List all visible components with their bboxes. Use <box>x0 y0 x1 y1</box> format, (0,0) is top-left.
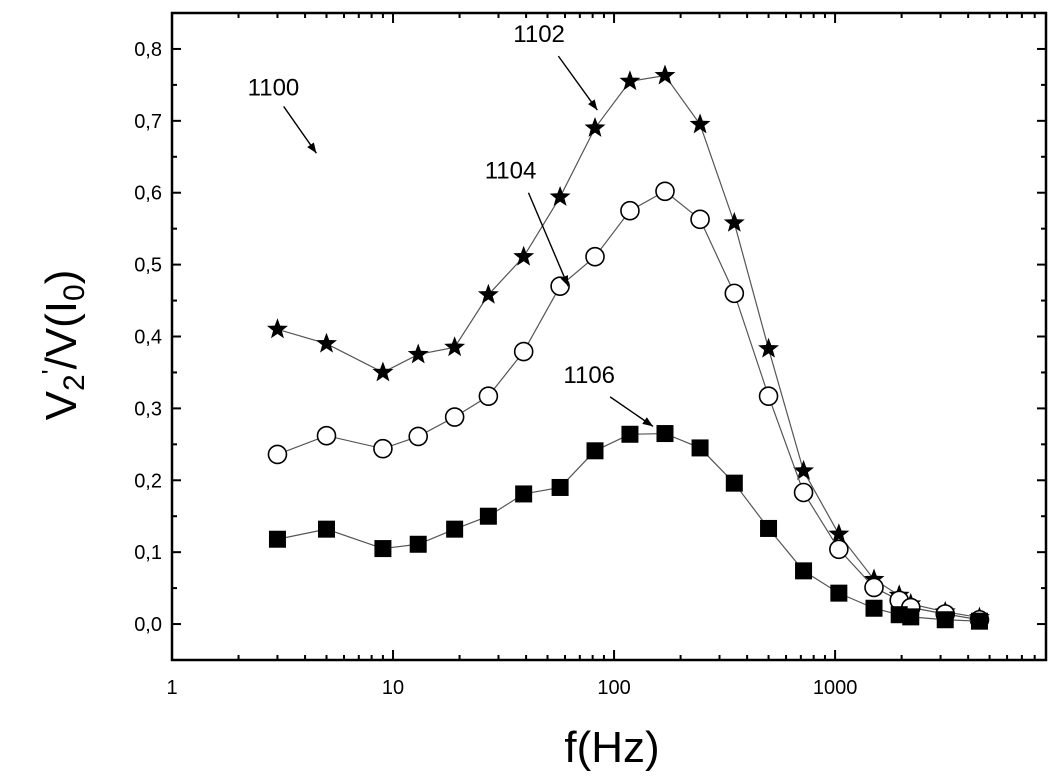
y-tick-label: 0,3 <box>134 398 162 420</box>
series-line-star <box>277 74 980 619</box>
annotation-label: 1106 <box>563 362 615 389</box>
data-point-square <box>725 474 743 492</box>
data-point-square <box>621 425 639 443</box>
data-point-square <box>446 520 464 538</box>
data-point-star <box>828 523 850 544</box>
data-point-star <box>444 336 466 357</box>
data-point-star <box>316 332 337 353</box>
data-point-star <box>549 186 571 206</box>
data-point-square <box>409 535 427 553</box>
data-point-circle <box>620 200 640 221</box>
axis-ticks: 0,0 0,1 0,2 0,3 0,4 0,5 0,6 0,7 0,8 1 10 100 1000 <box>134 12 1047 699</box>
x-tick-label: 1000 <box>813 677 858 699</box>
annotation-leader <box>557 55 598 111</box>
data-point-star <box>758 337 780 358</box>
x-tick-label: 10 <box>382 677 404 699</box>
data-point-square <box>656 425 674 443</box>
y-tick-label: 0,5 <box>134 255 162 277</box>
data-point-circle <box>690 209 710 230</box>
data-point-circle <box>585 246 605 267</box>
data-point-circle <box>408 426 429 447</box>
data-point-circle <box>316 425 337 446</box>
y-tick-label: 0,2 <box>134 470 162 492</box>
data-point-square <box>865 599 883 617</box>
data-point-star <box>723 211 745 232</box>
data-point-circle <box>267 444 288 465</box>
data-point-star <box>793 459 815 480</box>
data-point-star <box>372 361 394 382</box>
annotation-label: 1104 <box>485 157 537 184</box>
y-tick-label: 0,4 <box>134 327 162 349</box>
y-label-prime: ' <box>36 369 66 374</box>
data-point-star <box>513 245 535 266</box>
y-tick-label: 0,8 <box>134 39 162 61</box>
y-tick-label: 0,0 <box>134 614 162 636</box>
y-label-sub1: 2 <box>58 374 91 391</box>
x-axis-label: f(Hz) <box>564 723 659 772</box>
data-point-circle <box>758 386 779 406</box>
y-label-sub2: 0 <box>58 284 91 301</box>
data-point-square <box>902 608 920 626</box>
y-label-mid: /V(I <box>37 301 86 369</box>
data-point-square <box>374 540 392 558</box>
data-point-star <box>689 113 711 134</box>
data-point-square <box>317 520 335 538</box>
data-point-circle <box>829 539 849 560</box>
data-point-circle <box>864 577 884 598</box>
data-point-circle <box>478 386 499 406</box>
data-point-square <box>830 584 848 602</box>
annotation-label: 1100 <box>248 75 300 102</box>
annotation-arrowhead <box>642 417 653 427</box>
data-point-square <box>936 611 954 629</box>
data-point-star <box>619 70 641 91</box>
y-tick-label: 0,1 <box>134 542 162 564</box>
data-point-circle <box>444 407 465 427</box>
data-point-star <box>267 318 288 339</box>
data-point-square <box>268 530 286 548</box>
y-axis-label: V2'/V(I0) <box>36 270 90 421</box>
y-label-end: ) <box>37 270 86 285</box>
y-tick-label: 0,6 <box>134 183 162 205</box>
annotation-arrowhead <box>588 99 598 111</box>
y-label-base: V <box>37 390 86 420</box>
y-tick-label: 0,7 <box>134 111 162 133</box>
data-point-circle <box>793 482 814 503</box>
data-point-star <box>477 283 499 304</box>
data-point-square <box>479 507 497 525</box>
data-point-square <box>551 478 569 496</box>
data-point-square <box>970 612 988 630</box>
data-point-star <box>407 343 429 364</box>
data-point-circle <box>373 438 393 459</box>
series-square <box>268 425 988 630</box>
data-point-square <box>691 439 709 457</box>
data-point-circle <box>513 341 534 362</box>
x-tick-label: 100 <box>597 677 630 699</box>
annotations: 1100 1102 1104 1106 <box>248 21 654 427</box>
data-point-circle <box>724 283 745 304</box>
series-layer <box>267 64 990 630</box>
data-point-square <box>515 485 533 503</box>
data-point-square <box>586 442 604 460</box>
data-point-square <box>795 562 813 580</box>
x-tick-label: 1 <box>166 677 177 699</box>
data-point-square <box>760 519 778 537</box>
data-point-star <box>654 64 676 85</box>
annotation-label: 1102 <box>513 21 565 48</box>
annotation-arrowhead <box>560 275 569 287</box>
series-circle <box>267 181 990 630</box>
annotation-leader <box>527 192 569 287</box>
data-point-star <box>584 117 606 137</box>
annotation-arrowhead <box>307 142 317 154</box>
data-point-circle <box>655 181 675 202</box>
